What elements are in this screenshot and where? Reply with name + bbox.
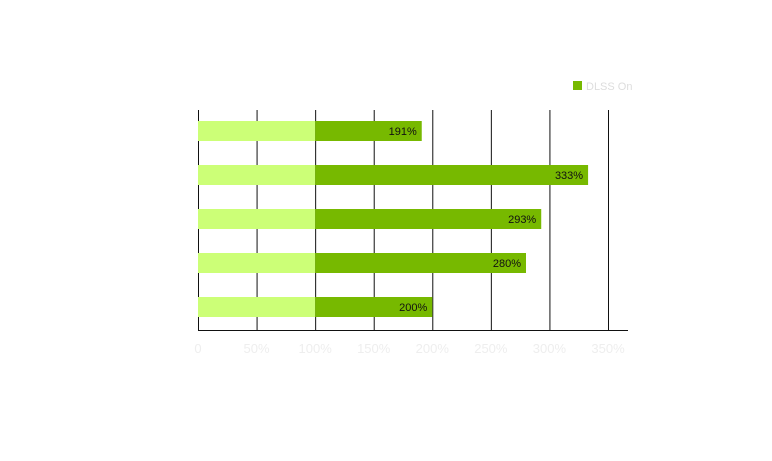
data-label-3: 280%	[493, 258, 521, 270]
x-tick-label-6: 300%	[533, 341, 567, 356]
x-tick-label-2: 100%	[299, 341, 333, 356]
data-label-0: 191%	[389, 126, 417, 138]
x-tick-label-0: 0	[194, 341, 201, 356]
legend[interactable]: DLSS On	[573, 81, 632, 93]
data-label-1: 333%	[555, 170, 583, 182]
x-tick-label-5: 250%	[474, 341, 508, 356]
bar-dlss-on-4	[315, 297, 433, 317]
bar-dlss-on-2	[315, 209, 542, 229]
data-label-2: 293%	[508, 214, 536, 226]
bar-baseline-0	[198, 121, 316, 141]
x-tick-label-7: 350%	[591, 341, 625, 356]
x-tick-label-3: 150%	[357, 341, 391, 356]
bar-dlss-on-3	[315, 253, 526, 273]
data-label-4: 200%	[399, 302, 427, 314]
legend-label-dlss-on: DLSS On	[586, 81, 632, 93]
bar-baseline-3	[198, 253, 316, 273]
bars: 191% 333% 293% 280% 200%	[198, 121, 589, 317]
x-tick-label-1: 50%	[244, 341, 270, 356]
bar-baseline-2	[198, 209, 316, 229]
legend-swatch-dlss-on	[573, 81, 582, 90]
bar-dlss-on-0	[315, 121, 422, 141]
bar-baseline-1	[198, 165, 316, 185]
x-tick-labels: 0 50% 100% 150% 200% 250% 300% 350%	[194, 341, 625, 356]
bar-dlss-on-1	[315, 165, 589, 185]
x-tick-label-4: 200%	[416, 341, 450, 356]
bar-baseline-4	[198, 297, 316, 317]
